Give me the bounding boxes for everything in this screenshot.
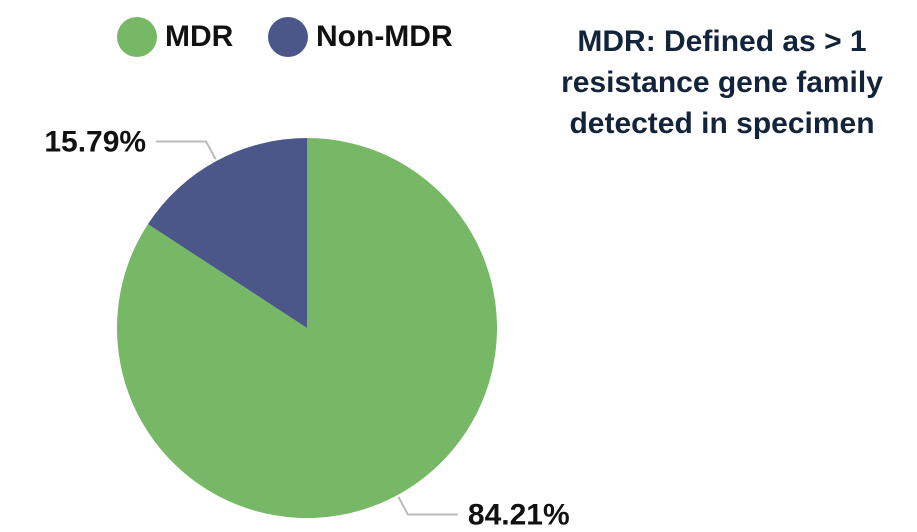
annotation-line: detected in specimen <box>569 107 874 140</box>
legend-swatch <box>268 17 308 57</box>
data-label: 84.21% <box>468 498 570 531</box>
data-label: 15.79% <box>44 125 146 158</box>
annotation-line: MDR: Defined as > 1 <box>577 25 866 58</box>
legend-label: Non-MDR <box>316 20 453 53</box>
leader-line <box>156 140 217 160</box>
legend-swatch <box>117 17 157 57</box>
pie-slice <box>147 138 307 328</box>
leader-line <box>397 496 458 516</box>
legend-label: MDR <box>165 20 234 53</box>
annotation-line: resistance gene family <box>561 66 883 99</box>
